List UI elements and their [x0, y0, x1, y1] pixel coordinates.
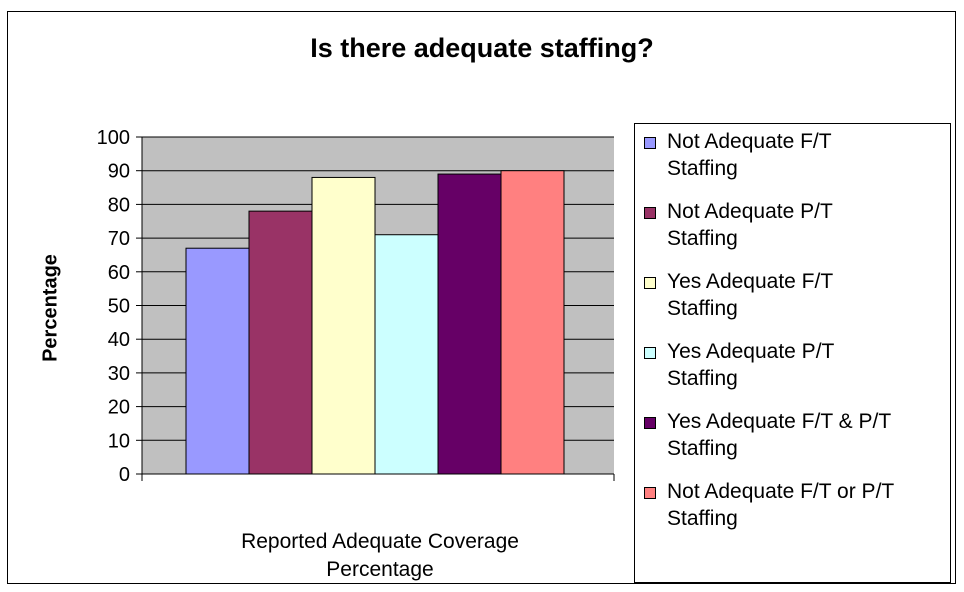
y-tick-label: 80 [108, 194, 130, 216]
bar-6 [500, 170, 565, 475]
y-tick-label: 60 [108, 262, 130, 284]
bar-5 [437, 173, 502, 475]
bar-4 [374, 234, 439, 475]
legend-label-line: Staffing [667, 367, 738, 390]
legend-item: Not Adequate P/T Staffing [635, 198, 950, 268]
axes: 0 10 20 30 40 50 60 70 80 90 100 [97, 127, 615, 486]
y-tick-label: 40 [108, 329, 130, 351]
legend-label-line: Staffing [667, 157, 738, 180]
y-tick-label: 70 [108, 228, 130, 250]
legend-item: Not Adequate F/T or P/T Staffing [635, 478, 950, 548]
legend-label: Yes Adequate F/T Staffing [667, 268, 947, 322]
legend-swatch [644, 137, 656, 149]
x-axis-label-line-1: Reported Adequate Coverage [241, 530, 519, 553]
legend-label-line: Not Adequate F/T [667, 130, 832, 153]
legend-swatch [644, 417, 656, 429]
y-tick-label: 10 [108, 430, 130, 452]
legend-label-line: Not Adequate F/T or P/T [667, 480, 895, 503]
x-axis-label: Reported Adequate Coverage Percentage [220, 528, 540, 584]
legend-label: Not Adequate F/T or P/T Staffing [667, 478, 947, 532]
legend-label-line: Yes Adequate F/T [667, 270, 834, 293]
legend-item: Yes Adequate P/T Staffing [635, 338, 950, 408]
bar-1 [185, 247, 250, 475]
y-tick-label: 0 [119, 464, 130, 486]
bars [185, 170, 565, 475]
legend-swatch [644, 277, 656, 289]
legend-label: Yes Adequate F/T & P/T Staffing [667, 408, 947, 462]
legend-label-line: Staffing [667, 297, 738, 320]
legend-label: Yes Adequate P/T Staffing [667, 338, 947, 392]
legend-label: Not Adequate F/T Staffing [667, 128, 947, 182]
y-tick-label: 20 [108, 397, 130, 419]
legend-item: Yes Adequate F/T Staffing [635, 268, 950, 338]
legend-label: Not Adequate P/T Staffing [667, 198, 947, 252]
legend-swatch [644, 207, 656, 219]
x-axis-label-line-2: Percentage [326, 558, 434, 581]
y-tick-label: 50 [108, 296, 130, 318]
legend-label-line: Not Adequate P/T [667, 200, 833, 223]
legend-label-line: Staffing [667, 437, 738, 460]
y-axis-label: Percentage [39, 254, 62, 362]
y-tick-label: 30 [108, 363, 130, 385]
legend-label-line: Yes Adequate P/T [667, 340, 835, 363]
chart-title: Is there adequate staffing? [310, 33, 654, 63]
legend-swatch [644, 347, 656, 359]
legend-item: Yes Adequate F/T & P/T Staffing [635, 408, 950, 478]
y-tick-label: 100 [97, 127, 130, 149]
legend-label-line: Yes Adequate F/T & P/T [667, 410, 892, 433]
legend-label-line: Staffing [667, 507, 738, 530]
legend-label-line: Staffing [667, 227, 738, 250]
legend: Not Adequate F/T Staffing Not Adequate P/T… [634, 123, 951, 583]
legend-swatch [644, 487, 656, 499]
y-tick-label: 90 [108, 161, 130, 183]
legend-item: Not Adequate F/T Staffing [635, 128, 950, 198]
bar-2 [248, 210, 313, 475]
bar-3 [311, 176, 376, 475]
